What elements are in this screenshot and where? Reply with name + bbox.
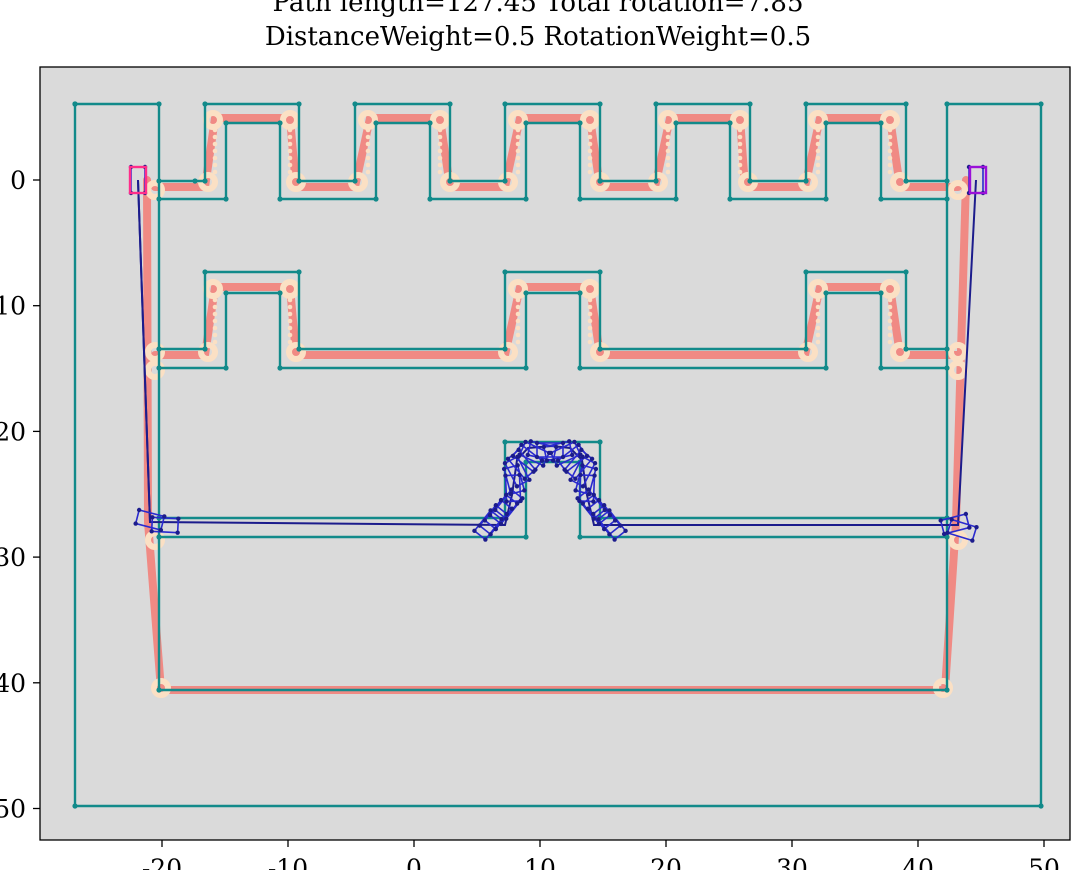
x-tick-label: 30 bbox=[776, 854, 808, 870]
y-tick-label: 30 bbox=[0, 543, 26, 572]
y-tick-label: 20 bbox=[0, 417, 26, 446]
x-tick-label: 10 bbox=[524, 854, 556, 870]
x-axis-ticks: -20 -10 0 10 20 30 40 50 bbox=[142, 840, 1060, 870]
start-goal-markers bbox=[128, 165, 988, 195]
y-tick-label: 50 bbox=[0, 795, 26, 824]
figure-title-line-2: DistanceWeight=0.5 RotationWeight=0.5 bbox=[264, 22, 812, 52]
y-axis-ticks: 0 10 20 30 40 50 bbox=[0, 166, 40, 824]
figure-title-line-1: Path length=127.45 Total rotation=7.85 bbox=[272, 0, 804, 18]
goal-marker bbox=[968, 165, 988, 195]
x-tick-label: 0 bbox=[406, 854, 422, 870]
x-tick-label: 20 bbox=[650, 854, 682, 870]
robot-trajectory bbox=[128, 164, 986, 543]
pose-markers bbox=[145, 110, 968, 698]
y-tick-label: 40 bbox=[0, 669, 26, 698]
y-tick-label: 0 bbox=[10, 166, 26, 195]
x-tick-label: 40 bbox=[902, 854, 934, 870]
x-tick-label: -10 bbox=[268, 854, 308, 870]
wall-vertices bbox=[72, 101, 1044, 809]
x-tick-label: 50 bbox=[1028, 854, 1060, 870]
start-marker bbox=[128, 165, 148, 195]
x-tick-label: -20 bbox=[142, 854, 182, 870]
y-tick-label: 10 bbox=[0, 292, 26, 321]
